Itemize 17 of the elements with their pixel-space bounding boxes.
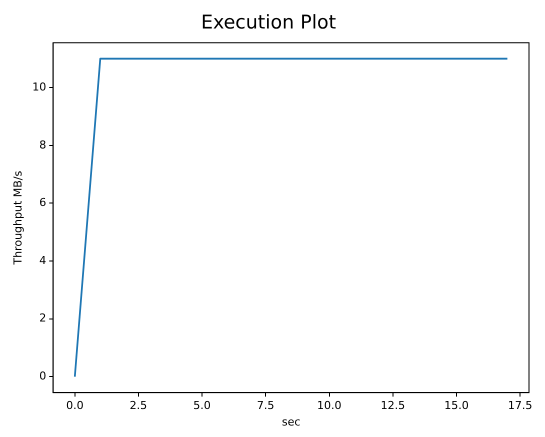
- x-axis-title: sec: [282, 415, 300, 428]
- x-tick-label: 12.5: [380, 399, 406, 412]
- x-tick-label: 17.5: [508, 399, 532, 412]
- x-tick-label: 7.5: [256, 399, 274, 412]
- x-tick-label: 10.0: [317, 399, 342, 412]
- x-tick-label: 2.5: [130, 399, 148, 412]
- y-tick-label: 6: [39, 196, 46, 210]
- y-tick-label: 8: [39, 138, 46, 152]
- x-tick-label: 15.0: [444, 399, 469, 412]
- y-tick-label: 10: [32, 80, 46, 94]
- chart-title: Execution Plot: [200, 11, 336, 34]
- y-tick-label: 4: [39, 254, 46, 267]
- x-tick-label: 0.0: [66, 399, 84, 412]
- x-tick-label: 5.0: [193, 399, 211, 412]
- y-axis-title: Throughput MB/s: [11, 170, 24, 266]
- y-tick-label: 2: [39, 312, 46, 325]
- y-tick-label: 0: [39, 370, 46, 383]
